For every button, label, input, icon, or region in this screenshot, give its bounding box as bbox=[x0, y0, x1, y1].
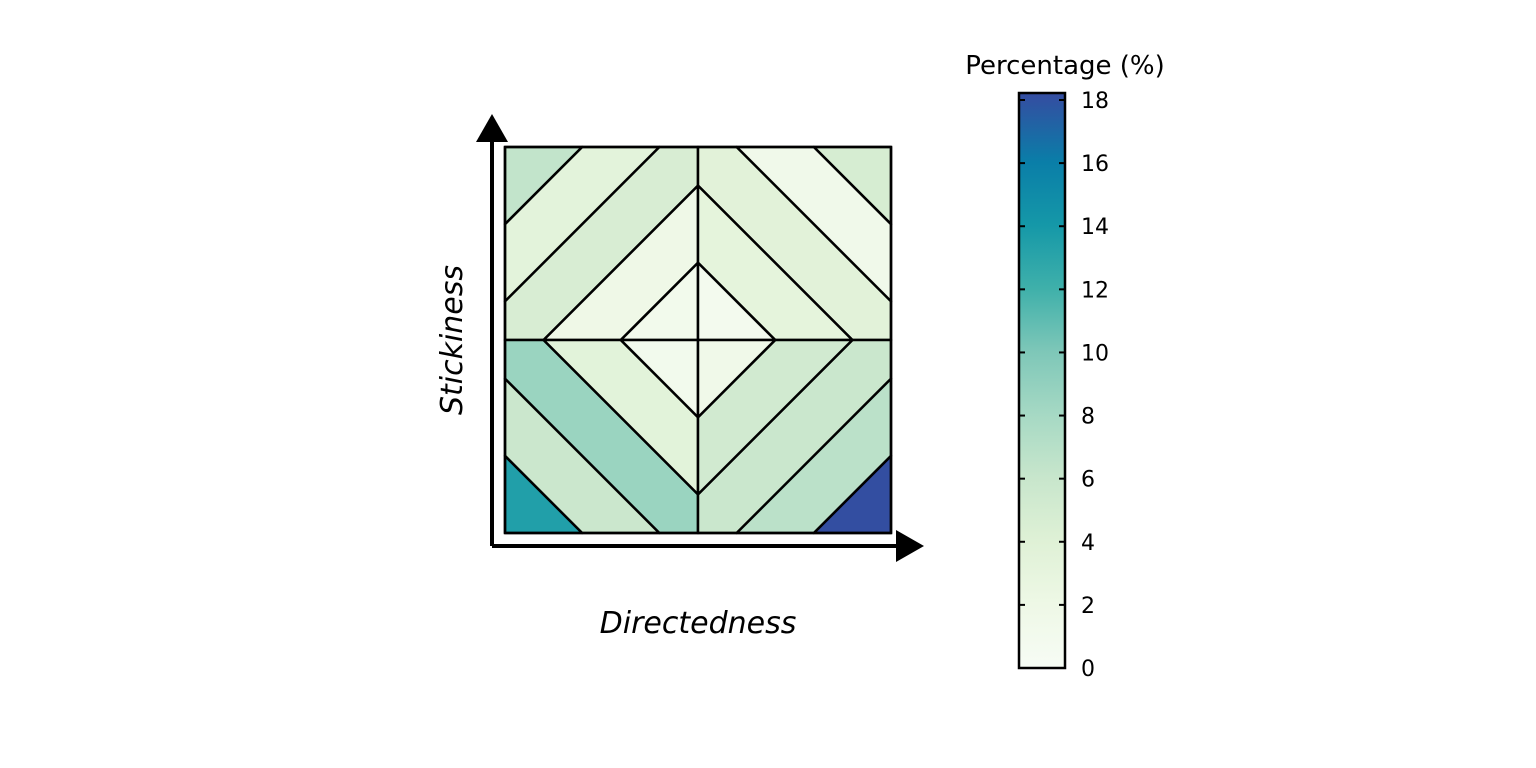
colorbar-tick-label: 8 bbox=[1081, 405, 1095, 430]
y-axis-title: Stickiness bbox=[435, 265, 470, 415]
heatmap-cells bbox=[503, 145, 893, 535]
colorbar-tick-label: 16 bbox=[1081, 152, 1109, 177]
axes bbox=[476, 114, 924, 562]
colorbar-ticks: 0 2 4 6 8 10 12 14 16 18 bbox=[1019, 89, 1109, 682]
x-axis-title: Directedness bbox=[600, 606, 797, 641]
colorbar-tick-label: 18 bbox=[1081, 89, 1109, 114]
x-axis-arrowhead bbox=[896, 530, 924, 562]
colorbar-tick-label: 2 bbox=[1081, 594, 1095, 619]
colorbar: Percentage (%) 0 2 4 6 8 10 12 14 16 18 bbox=[965, 51, 1165, 682]
colorbar-tick-label: 6 bbox=[1081, 468, 1095, 493]
colorbar-tick-label: 12 bbox=[1081, 278, 1109, 303]
y-axis-arrowhead bbox=[476, 114, 508, 142]
colorbar-tick-label: 0 bbox=[1081, 657, 1095, 682]
colorbar-title: Percentage (%) bbox=[965, 51, 1165, 81]
heatmap-border bbox=[503, 145, 893, 535]
heatmap-cell-bottom-right-4 bbox=[696, 338, 777, 419]
colorbar-gradient bbox=[1017, 91, 1067, 670]
colorbar-tick-label: 10 bbox=[1081, 341, 1109, 366]
colorbar-tick-label: 4 bbox=[1081, 531, 1095, 556]
colorbar-tick-label: 14 bbox=[1081, 215, 1109, 240]
